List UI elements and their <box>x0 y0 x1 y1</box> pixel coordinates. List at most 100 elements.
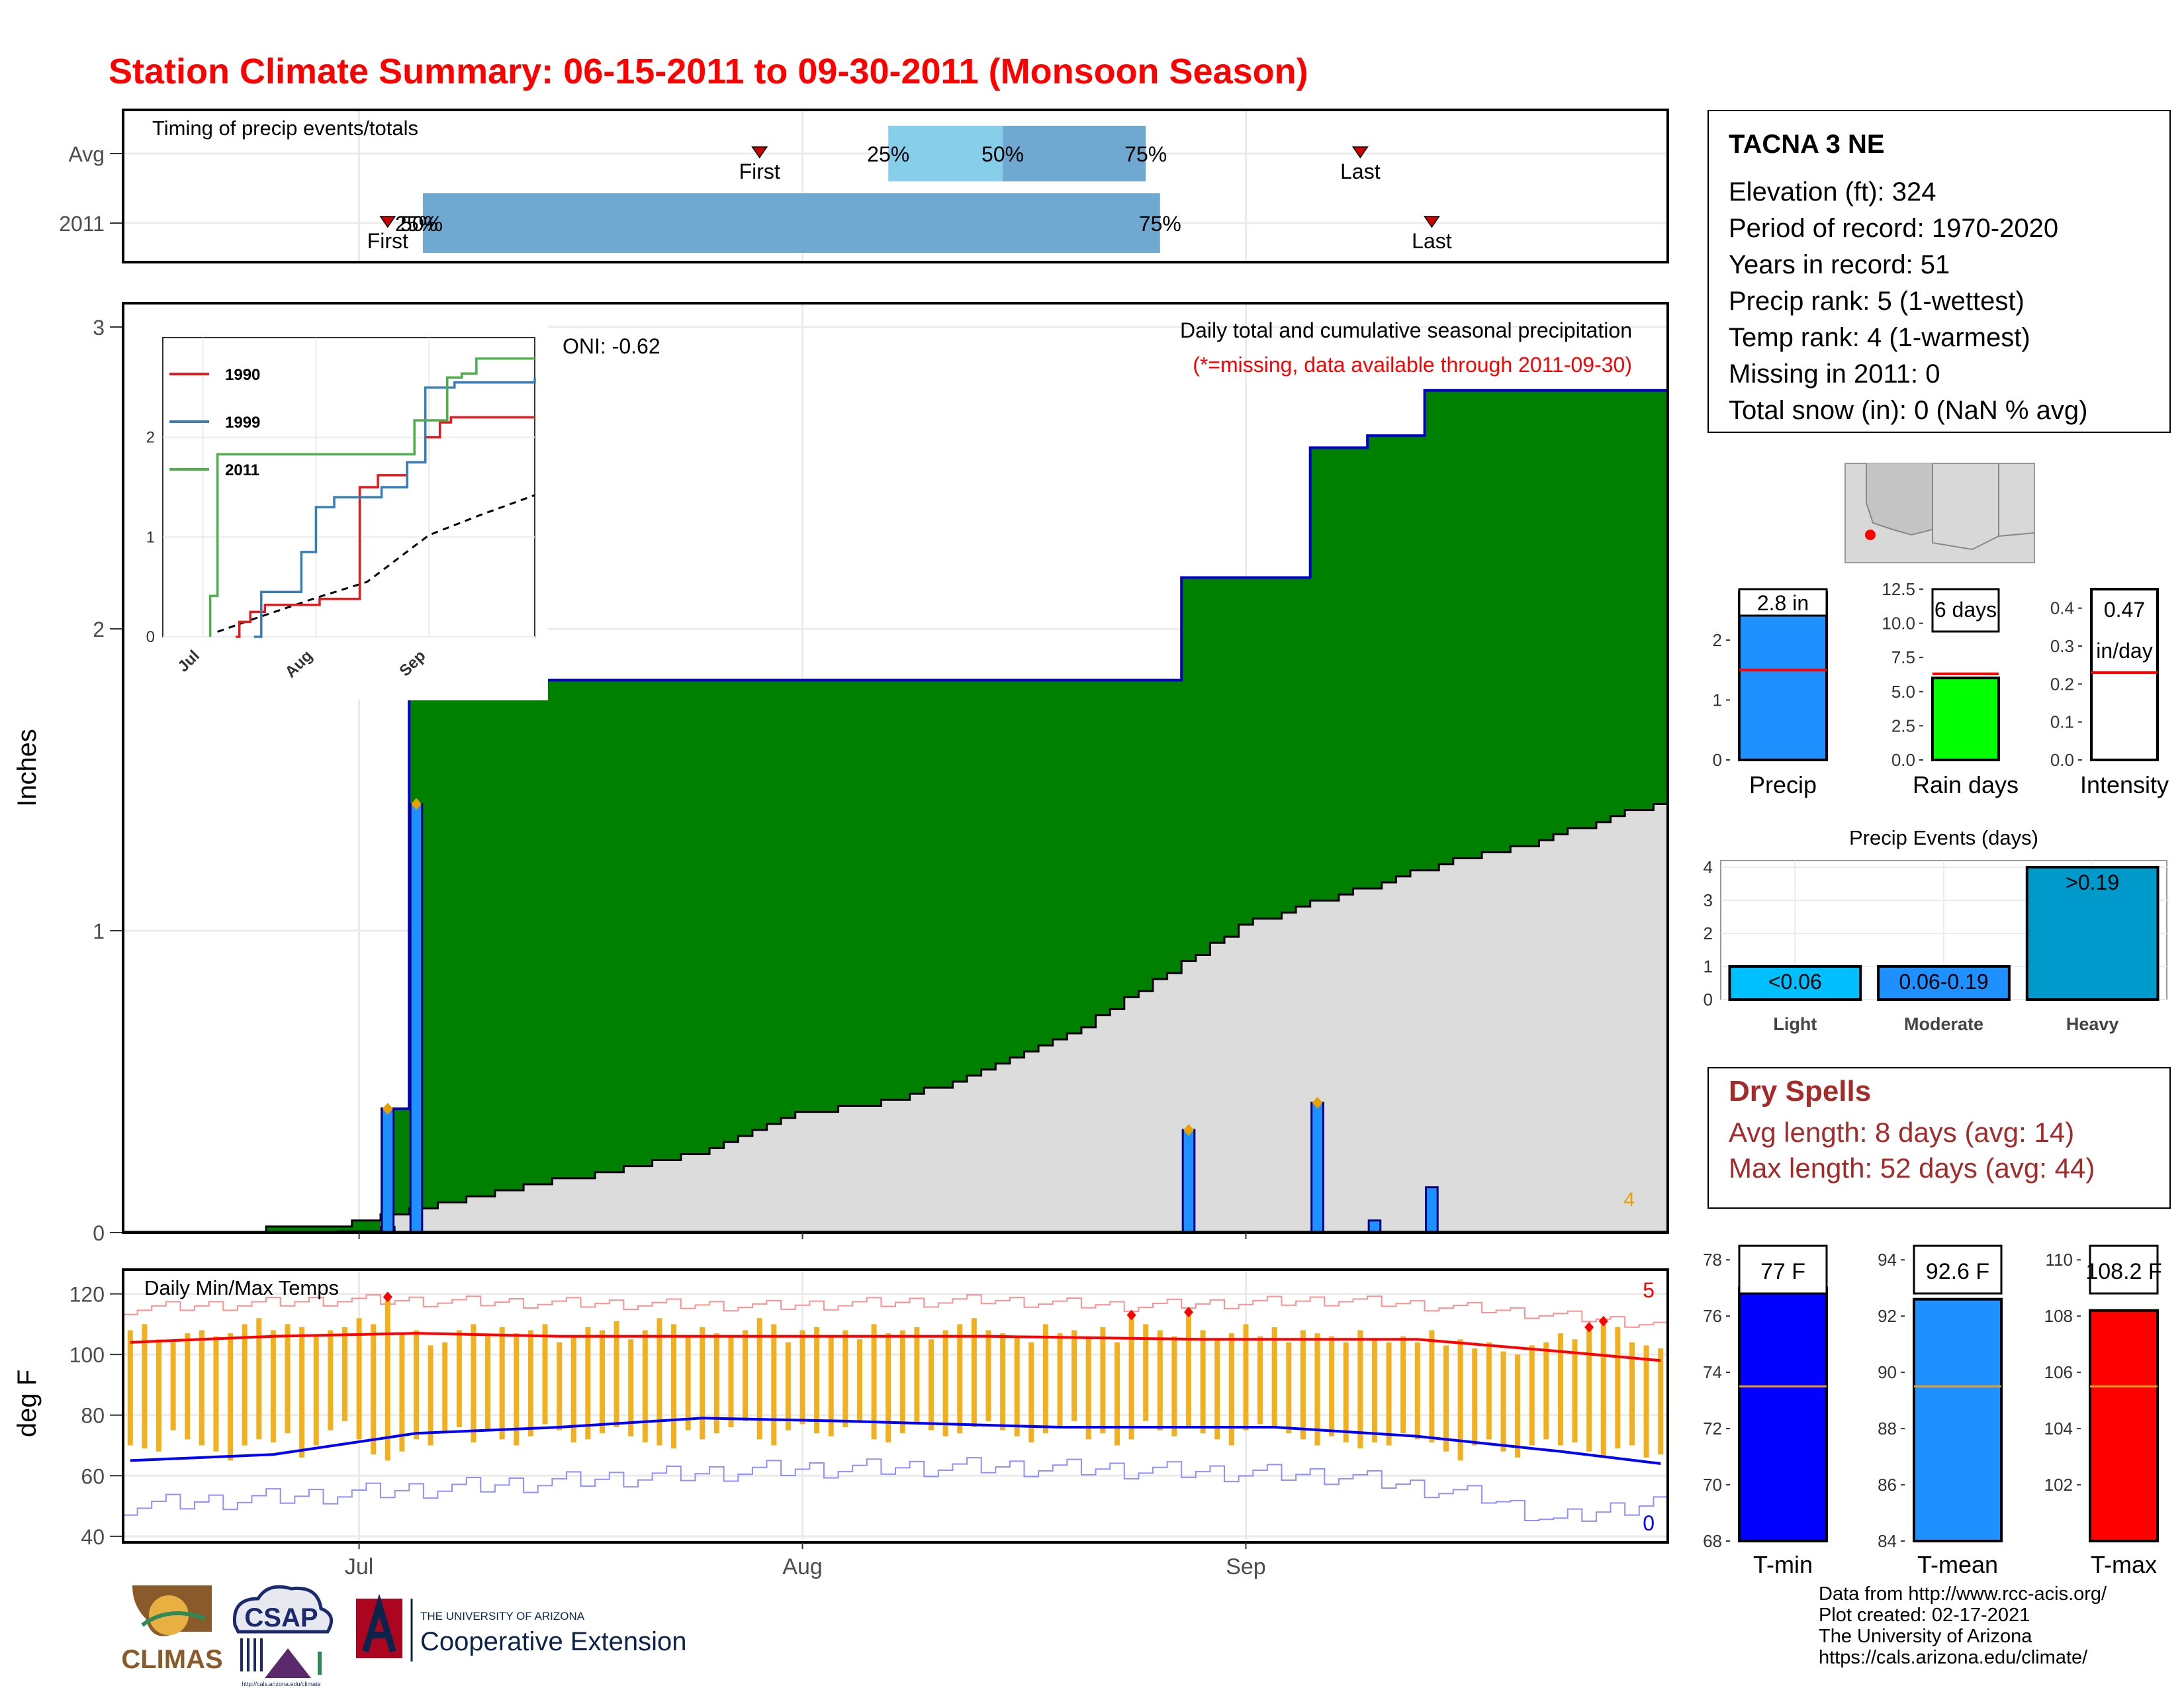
tmean-y-tick-label: 84 <box>1878 1531 1897 1551</box>
temp-daily-bar <box>1157 1330 1163 1430</box>
temp-daily-bar <box>471 1324 477 1442</box>
events-y-tick-label: 4 <box>1704 857 1713 877</box>
temp-daily-bar <box>256 1318 262 1440</box>
timing-first-marker <box>379 216 396 228</box>
temp-daily-bar <box>527 1330 533 1436</box>
temp-y-tick-label: 100 <box>69 1343 105 1367</box>
temp-daily-bar <box>700 1327 705 1440</box>
precip-count-label: 4 <box>1623 1189 1635 1211</box>
inset-series-line-2011 <box>208 357 535 637</box>
events-bar-moderate <box>1877 965 2011 1001</box>
precip_total-y-tick-label: 1 <box>1713 690 1722 710</box>
timing-last-marker <box>1423 216 1440 228</box>
temp-daily-bar <box>1257 1336 1263 1425</box>
precip-daily-bar <box>1367 1219 1382 1234</box>
rain_days-label: Rain days <box>1913 771 2019 798</box>
temp-daily-bar <box>1400 1336 1406 1434</box>
temp-daily-bar <box>585 1327 591 1440</box>
precip-extreme-marker <box>1183 1123 1195 1136</box>
temp-daily-bar <box>1100 1327 1106 1434</box>
temp-daily-bar <box>985 1330 991 1421</box>
precip-y-tick-label: 3 <box>93 316 105 340</box>
temp-daily-bar <box>971 1318 977 1428</box>
temp-daily-bar <box>328 1330 334 1430</box>
inset-y-tick-label: 1 <box>146 528 155 546</box>
tmax-y-tick-label: 102 <box>2044 1475 2073 1495</box>
temp-daily-bar <box>1271 1327 1277 1428</box>
temp-daily-bar <box>1214 1339 1220 1440</box>
precip-daily-bar <box>1181 1129 1196 1234</box>
rain_days-value-label: 6 days <box>1934 598 1997 622</box>
precip-subtitle: (*=missing, data available through 2011-… <box>1193 353 1632 377</box>
tmax-y-tick-label: 110 <box>2046 1250 2073 1270</box>
station-location-marker <box>1865 530 1876 540</box>
tmax-value-box <box>2089 1244 2159 1295</box>
temp-daily-bar <box>756 1318 762 1440</box>
temp-x-tick-label: Jul <box>345 1554 373 1579</box>
temp-daily-bar <box>642 1330 648 1442</box>
precip-avg-area <box>123 804 1668 1233</box>
temp-daily-bar <box>1028 1342 1034 1442</box>
temp-y-tick-label: 60 <box>81 1464 105 1488</box>
temp-daily-bar <box>799 1330 805 1425</box>
dry-spells-max: Max length: 52 days (avg: 44) <box>1729 1152 2095 1184</box>
precip-panel: 0 1 2 3 4 Daily total and cumulative seasonal… <box>13 302 1669 1245</box>
inset-legend-label: 2011 <box>225 461 259 479</box>
temp-daily-bar <box>1000 1333 1006 1430</box>
temp-daily-bar <box>1300 1330 1306 1440</box>
intensity-value-label: 0.47 <box>2104 598 2145 622</box>
tmax-bar <box>2089 1309 2159 1542</box>
tmax-value-label: 108.2 F <box>2085 1259 2161 1284</box>
temp-daily-bar <box>1243 1324 1249 1430</box>
temp-max-count: 5 <box>1643 1278 1655 1302</box>
tmin-label: T-min <box>1753 1551 1813 1578</box>
temp-daily-bar <box>899 1330 905 1434</box>
temp-daily-bar <box>1429 1330 1435 1442</box>
tmin-y-tick-label: 70 <box>1703 1475 1722 1495</box>
csap-logo-text: CSAP <box>244 1603 318 1632</box>
events-x-tick-label: Moderate <box>1904 1014 1983 1034</box>
temp-daily-bar <box>185 1333 191 1440</box>
timing-q50-label: 50% <box>981 142 1024 166</box>
temp-daily-bar <box>542 1324 548 1425</box>
temp-extreme-marker <box>1184 1307 1194 1318</box>
temp-daily-bar <box>514 1333 520 1446</box>
tmean-y-tick-label: 94 <box>1878 1250 1897 1270</box>
temp-daily-bar <box>385 1299 390 1461</box>
timing-last-marker <box>1351 146 1369 159</box>
station-elevation: Elevation (ft): 324 <box>1729 177 1936 207</box>
events-title: Precip Events (days) <box>1849 826 2038 849</box>
timing-title: Timing of precip events/totals <box>152 117 418 140</box>
intensity-y-tick-label: 0.0 <box>2050 750 2074 770</box>
tmean-bar <box>1913 1297 2003 1542</box>
rain_days-y-tick-label: 0.0 <box>1891 750 1915 770</box>
precip-y-axis-label: Inches <box>13 729 42 807</box>
ua-extension-text: Cooperative Extension <box>420 1627 686 1656</box>
tmin-value-label: 77 F <box>1760 1259 1805 1284</box>
temp-daily-bar <box>313 1336 319 1446</box>
intensity-y-tick-label: 0.2 <box>2050 674 2074 694</box>
tmin-y-tick-label: 72 <box>1703 1419 1722 1438</box>
precip-title: Daily total and cumulative seasonal prec… <box>1180 318 1632 342</box>
locator-map <box>1844 463 2035 563</box>
timing-q25-label: 25% <box>395 212 437 236</box>
temp-daily-bar <box>599 1330 605 1434</box>
events-y-tick-label: 2 <box>1704 923 1713 943</box>
temp-daily-bar <box>1557 1333 1563 1446</box>
precip-daily-bar <box>1310 1102 1324 1234</box>
temp-daily-bar <box>1057 1333 1063 1428</box>
temp-daily-bar <box>886 1333 891 1442</box>
rain_days-bar <box>1931 677 2000 762</box>
temp-min-count: 0 <box>1643 1511 1655 1535</box>
rain_days-value-box <box>1931 588 2000 633</box>
temp-daily-bar <box>1572 1339 1578 1442</box>
temp-x-tick-label: Aug <box>782 1554 823 1579</box>
precip-y-tick-label: 1 <box>93 919 105 943</box>
temp-extreme-marker <box>383 1291 392 1303</box>
precip-border <box>122 302 1669 1234</box>
timing-avg-q50-q75-bar <box>1003 126 1146 181</box>
temp-y-tick-label: 40 <box>81 1525 105 1549</box>
temp-y-axis-label: deg F <box>13 1370 42 1437</box>
